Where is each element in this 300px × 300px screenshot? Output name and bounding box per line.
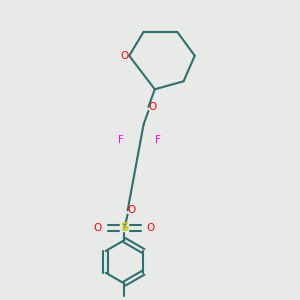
Text: F: F [118,135,124,146]
Text: O: O [120,51,129,61]
Text: O: O [127,206,136,215]
Text: O: O [94,223,102,233]
Text: O: O [147,223,155,233]
Text: O: O [148,102,156,112]
Text: F: F [155,135,161,146]
Text: S: S [120,221,129,234]
